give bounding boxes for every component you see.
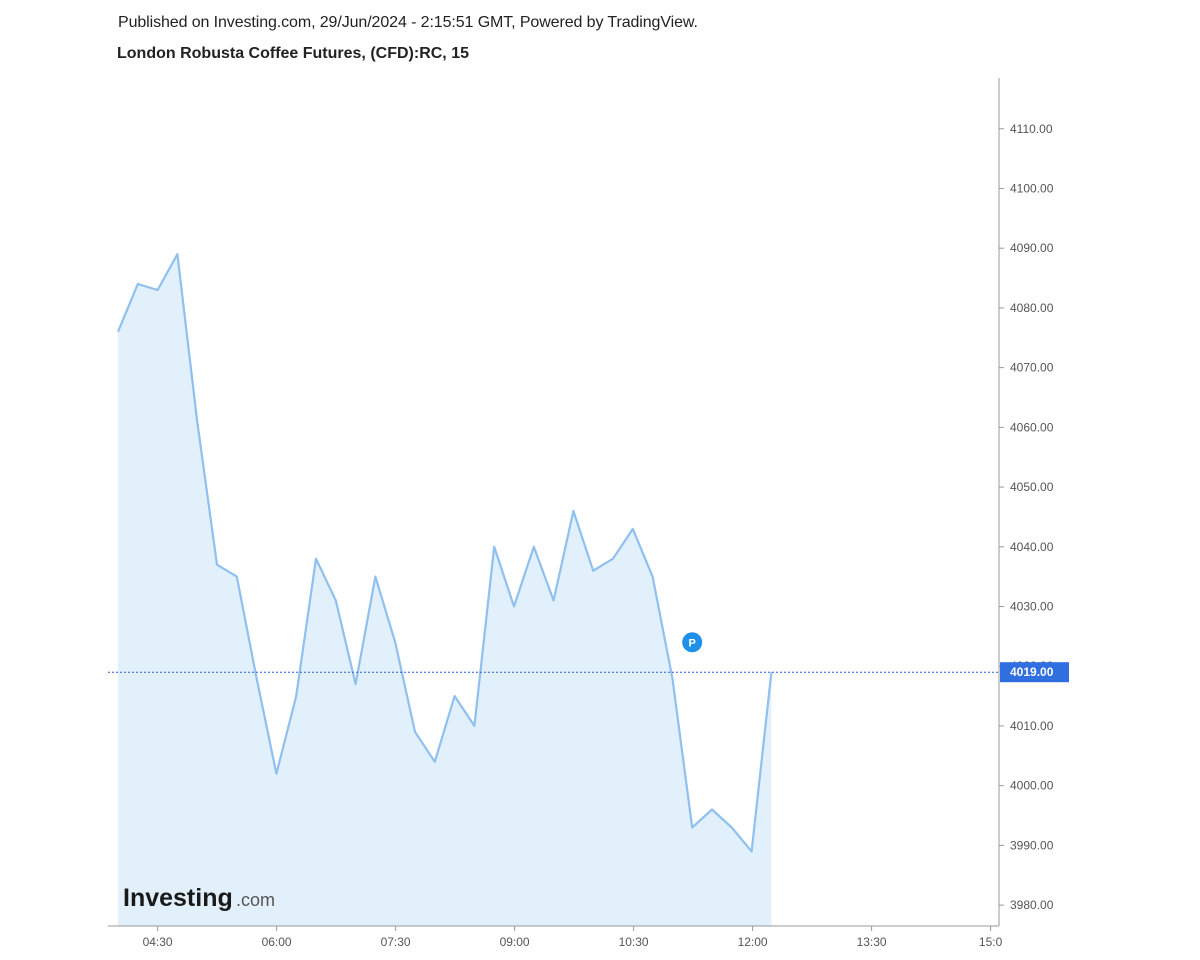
data-point-19[interactable] xyxy=(491,544,497,550)
data-point-4[interactable] xyxy=(194,418,200,424)
data-point-18[interactable] xyxy=(471,723,477,729)
data-point-32[interactable] xyxy=(749,848,755,854)
data-point-9[interactable] xyxy=(293,693,299,699)
x-tick-label-7: 15:0 xyxy=(979,935,1003,949)
data-point-28[interactable] xyxy=(669,675,675,681)
data-point-31[interactable] xyxy=(729,825,735,831)
data-point-30[interactable] xyxy=(709,807,715,813)
last-price-label: 4019.00 xyxy=(1010,665,1054,679)
marker-layer: 4019.00 P xyxy=(108,632,1069,683)
logo-brand: Investing xyxy=(123,884,233,912)
data-point-16[interactable] xyxy=(432,759,438,765)
data-point-13[interactable] xyxy=(372,574,378,580)
y-tick-label-1: 3990.00 xyxy=(1010,838,1054,852)
investing-logo[interactable]: Investing .com xyxy=(123,884,275,912)
data-point-27[interactable] xyxy=(650,574,656,580)
series-area xyxy=(118,254,772,926)
y-tick-label-13: 4110.00 xyxy=(1010,122,1053,136)
data-point-10[interactable] xyxy=(313,556,319,562)
x-tick-label-0: 04:30 xyxy=(143,935,173,949)
data-point-15[interactable] xyxy=(412,729,418,735)
logo-suffix: .com xyxy=(236,890,275,910)
y-tick-label-12: 4100.00 xyxy=(1010,181,1054,195)
y-tick-label-3: 4010.00 xyxy=(1010,719,1054,733)
data-point-25[interactable] xyxy=(610,556,616,562)
marker-p-label: P xyxy=(689,637,696,649)
data-point-23[interactable] xyxy=(570,508,576,514)
y-tick-label-7: 4050.00 xyxy=(1010,480,1054,494)
data-point-8[interactable] xyxy=(273,771,279,777)
y-tick-label-2: 4000.00 xyxy=(1010,779,1054,793)
y-tick-label-6: 4040.00 xyxy=(1010,540,1054,554)
y-tick-label-0: 3980.00 xyxy=(1010,898,1054,912)
chart-title: London Robusta Coffee Futures, (CFD):RC,… xyxy=(117,45,469,62)
data-point-7[interactable] xyxy=(254,675,260,681)
x-tick-label-3: 09:00 xyxy=(500,935,530,949)
x-tick-label-4: 10:30 xyxy=(619,935,649,949)
data-point-5[interactable] xyxy=(214,562,220,568)
data-point-26[interactable] xyxy=(630,526,636,532)
y-tick-label-5: 4030.00 xyxy=(1010,600,1054,614)
data-point-2[interactable] xyxy=(155,287,161,293)
data-point-12[interactable] xyxy=(353,681,359,687)
axis-layer: 3980.003990.004000.004010.004020.004030.… xyxy=(108,78,1054,949)
series-line xyxy=(116,253,773,853)
x-tick-label-5: 12:00 xyxy=(738,935,768,949)
data-point-21[interactable] xyxy=(531,544,537,550)
y-tick-label-8: 4060.00 xyxy=(1010,420,1054,434)
data-point-24[interactable] xyxy=(590,568,596,574)
data-point-29[interactable] xyxy=(689,825,695,831)
x-tick-label-2: 07:30 xyxy=(381,935,411,949)
data-point-11[interactable] xyxy=(333,598,339,604)
data-point-3[interactable] xyxy=(174,251,180,257)
area-layer xyxy=(115,251,773,926)
data-point-6[interactable] xyxy=(234,574,240,580)
x-tick-label-1: 06:00 xyxy=(262,935,292,949)
y-tick-label-10: 4080.00 xyxy=(1010,301,1054,315)
marker-p-icon[interactable] xyxy=(682,632,703,653)
data-point-1[interactable] xyxy=(135,281,141,287)
data-point-17[interactable] xyxy=(452,693,458,699)
y-tick-label-9: 4070.00 xyxy=(1010,361,1054,375)
y-tick-label-11: 4090.00 xyxy=(1010,241,1054,255)
last-price-badge xyxy=(1000,662,1069,683)
data-point-0[interactable] xyxy=(115,329,121,335)
data-point-22[interactable] xyxy=(551,598,557,604)
x-tick-label-6: 13:30 xyxy=(857,935,887,949)
data-point-14[interactable] xyxy=(392,639,398,645)
data-point-20[interactable] xyxy=(511,604,517,610)
published-line: Published on Investing.com, 29/Jun/2024 … xyxy=(118,14,698,31)
